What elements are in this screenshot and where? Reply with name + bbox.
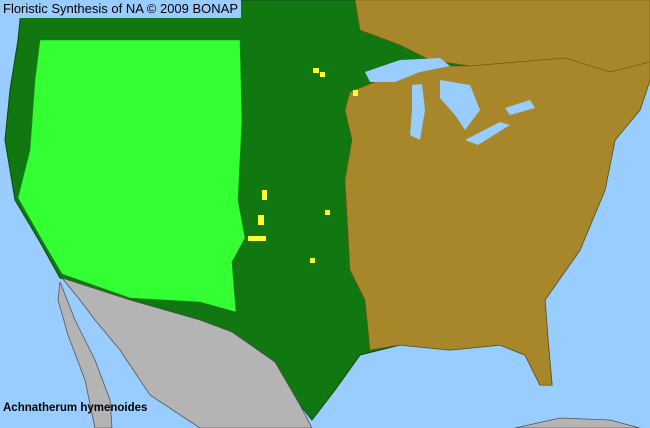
rare-county: [325, 210, 330, 215]
rare-county: [353, 90, 358, 96]
region-absent-eastern-us: [344, 57, 650, 386]
lake-ontario: [505, 100, 535, 115]
region-mexico: [60, 277, 313, 428]
rare-county: [310, 258, 315, 263]
lake-superior: [365, 58, 450, 82]
species-name: Achnatherum hymenoides: [3, 402, 148, 414]
rare-county-markers: [248, 68, 358, 263]
lake-michigan: [410, 84, 425, 140]
region-baja: [57, 281, 113, 428]
region-cuba: [514, 417, 641, 428]
rare-county: [262, 190, 267, 200]
rare-county: [313, 68, 319, 73]
rare-county: [320, 72, 325, 77]
region-widespread-west: [17, 39, 246, 313]
map-title: Floristic Synthesis of NA © 2009 BONAP: [0, 0, 242, 18]
lake-huron: [440, 80, 480, 130]
rare-county: [248, 236, 266, 241]
rare-county: [258, 215, 264, 225]
lake-erie: [465, 122, 510, 145]
